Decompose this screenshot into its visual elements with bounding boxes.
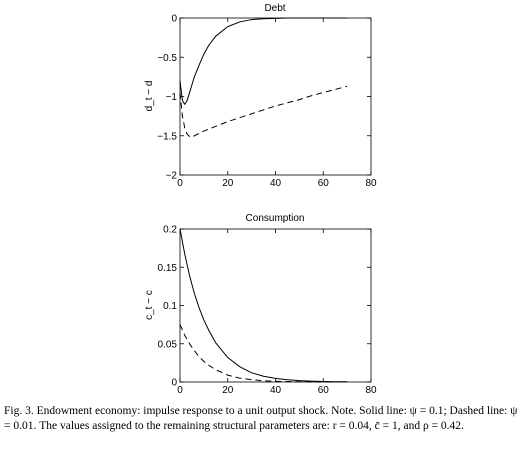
debt-y-tick-label: −0.5 bbox=[157, 53, 177, 64]
debt-y-tick-label: 0 bbox=[171, 14, 177, 25]
consumption-plot-frame bbox=[179, 228, 372, 383]
debt-x-ticks: 0 20 40 60 80 bbox=[177, 18, 377, 189]
debt-x-tick-label: 40 bbox=[270, 178, 282, 189]
consumption-x-tick-label: 40 bbox=[270, 385, 282, 396]
debt-x-tick-label: 80 bbox=[365, 178, 377, 189]
debt-y-tick-label: −1 bbox=[166, 92, 178, 103]
debt-chart: Debt 0 20 40 60 80 −2 −1.5 −1 −0.5 0 d_t − d bbox=[144, 3, 377, 189]
debt-chart-title: Debt bbox=[264, 3, 285, 14]
consumption-x-tick-label: 20 bbox=[222, 385, 234, 396]
debt-y-ticks: −2 −1.5 −1 −0.5 0 bbox=[157, 14, 371, 182]
debt-y-tick-label: −2 bbox=[166, 171, 178, 182]
consumption-chart: Consumption 0 20 40 60 80 0 0.05 0.1 0.15 0.2 c_… bbox=[144, 213, 377, 396]
consumption-y-tick-label: 0.05 bbox=[158, 339, 178, 350]
consumption-y-tick-label: 0 bbox=[171, 378, 177, 389]
consumption-y-ticks: 0 0.05 0.1 0.15 0.2 bbox=[158, 225, 371, 389]
debt-plot-frame bbox=[179, 17, 372, 176]
consumption-y-axis-label: c_t − c bbox=[144, 290, 155, 320]
consumption-chart-title: Consumption bbox=[246, 213, 305, 224]
consumption-solid-line bbox=[179, 228, 348, 383]
consumption-y-tick-label: 0.1 bbox=[163, 301, 177, 312]
debt-y-axis-label: d_t − d bbox=[144, 81, 155, 112]
consumption-series bbox=[179, 228, 348, 383]
debt-solid-line bbox=[179, 17, 348, 105]
figure-caption: Fig. 3. Endowment economy: impulse respo… bbox=[4, 405, 518, 432]
consumption-x-tick-label: 80 bbox=[365, 385, 377, 396]
consumption-dashed-line bbox=[179, 324, 348, 383]
debt-dashed-line bbox=[179, 85, 348, 138]
consumption-x-ticks: 0 20 40 60 80 bbox=[177, 229, 377, 396]
debt-series bbox=[179, 17, 348, 138]
debt-x-tick-label: 60 bbox=[318, 178, 330, 189]
consumption-x-tick-label: 60 bbox=[318, 385, 330, 396]
consumption-x-tick-label: 0 bbox=[177, 385, 183, 396]
consumption-y-tick-label: 0.15 bbox=[158, 263, 178, 274]
debt-y-tick-label: −1.5 bbox=[157, 131, 177, 142]
debt-x-tick-label: 20 bbox=[222, 178, 234, 189]
consumption-y-tick-label: 0.2 bbox=[163, 225, 177, 236]
debt-x-tick-label: 0 bbox=[177, 178, 183, 189]
